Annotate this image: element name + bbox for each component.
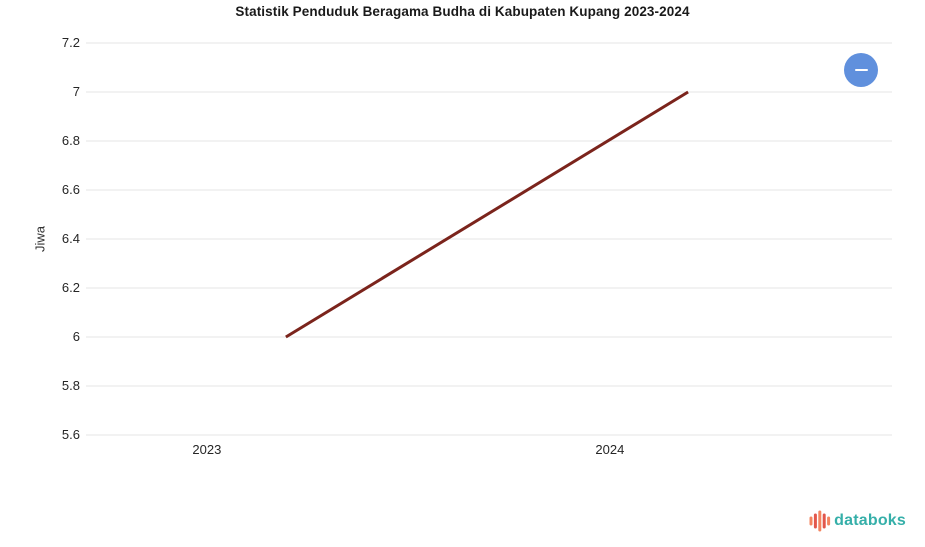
y-tick-label: 6.8 (61, 133, 80, 148)
y-tick-label: 6.6 (61, 182, 80, 197)
pulse-bar (827, 516, 831, 526)
databoks-pulse-icon (809, 510, 831, 532)
y-tick-label: 7 (72, 84, 80, 99)
y-tick-label: 6 (72, 329, 80, 344)
y-tick-label: 5.6 (61, 427, 80, 442)
x-tick-label: 2024 (595, 442, 625, 457)
pulse-bar (809, 516, 813, 526)
pulse-bar (822, 513, 826, 529)
data-series-line (285, 90, 689, 339)
y-tick-label: 5.8 (61, 378, 80, 393)
x-tick-label: 2023 (192, 442, 222, 457)
y-tick-label: 6.4 (61, 231, 80, 246)
minus-icon (854, 68, 868, 72)
chart-title: Statistik Penduduk Beragama Budha di Kab… (235, 4, 690, 19)
series-toggle-button[interactable] (844, 53, 878, 87)
pulse-bar (818, 510, 822, 532)
databoks-wordmark: databoks (834, 512, 906, 529)
databoks-logo: databoks (809, 508, 906, 534)
pulse-bar (814, 513, 818, 529)
y-tick-label: 6.2 (61, 280, 80, 295)
y-tick-label: 7.2 (61, 35, 80, 50)
